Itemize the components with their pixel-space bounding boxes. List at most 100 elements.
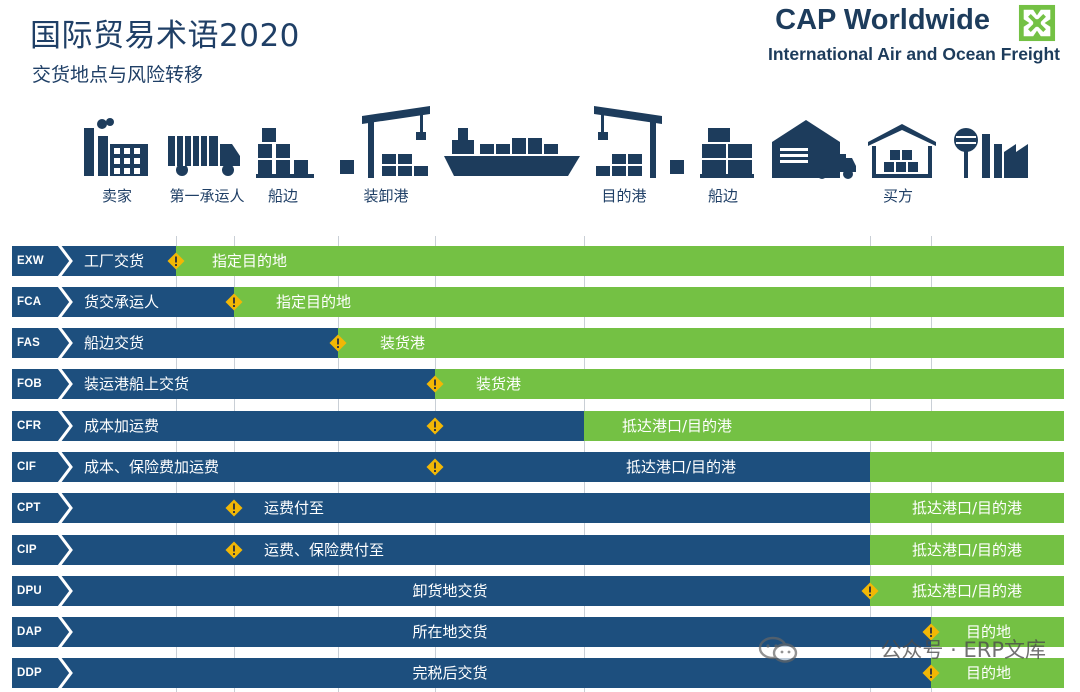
term-row-cpt: CPT 运费付至 抵达港口/目的港 — [12, 493, 1064, 523]
buyer-destination-text: 装货港 — [476, 375, 522, 393]
buyer-risk-bar — [435, 369, 1064, 399]
seller-delivery-text: 货交承运人 — [84, 293, 160, 311]
buyer-destination-text: 目的地 — [966, 623, 1012, 641]
term-code: FAS — [12, 328, 66, 358]
term-code: CFR — [12, 411, 66, 441]
chevron-right-icon — [57, 452, 73, 482]
buyer-warehouse-truck-icon — [772, 120, 856, 179]
buyer-destination-text: 目的地 — [966, 664, 1012, 682]
loading-port-crane-icon — [340, 106, 430, 178]
stage-label-buyer: 买方 — [882, 187, 914, 205]
brand-block: CAP Worldwide International Air and Ocea… — [680, 0, 1060, 80]
first-carrier-truck-icon — [168, 136, 240, 176]
watermark-text: 公众号 · ERP文库 — [880, 638, 1046, 662]
ship-side-boxes-icon — [256, 128, 314, 178]
destination-port-crane-icon — [594, 106, 684, 178]
buyer-risk-bar — [931, 617, 1064, 647]
seller-risk-bar — [52, 411, 584, 441]
seller-delivery-text: 装运港船上交货 — [84, 375, 190, 393]
term-code: DDP — [12, 658, 66, 688]
risk-transfer-warning-icon — [167, 252, 185, 270]
stage-label-destination-port: 目的港 — [601, 187, 647, 205]
chevron-right-icon — [57, 617, 73, 647]
term-code: DPU — [12, 576, 66, 606]
risk-transfer-warning-icon — [861, 582, 879, 600]
term-code: FOB — [12, 369, 66, 399]
risk-transfer-warning-icon — [426, 375, 444, 393]
risk-transfer-warning-icon — [426, 417, 444, 435]
risk-transfer-warning-icon — [225, 499, 243, 517]
seller-risk-bar — [52, 369, 435, 399]
chevron-right-icon — [57, 287, 73, 317]
term-row-ddp: DDP 完税后交货 目的地 — [12, 658, 1064, 688]
term-row-fca: FCA 货交承运人 指定目的地 — [12, 287, 1064, 317]
term-code: EXW — [12, 246, 66, 276]
seller-risk-bar — [52, 452, 870, 482]
wechat-icon — [758, 636, 798, 663]
destination-ship-side-boxes-icon — [700, 128, 754, 178]
buyer-destination-text: 抵达港口/目的港 — [912, 582, 1023, 600]
seller-risk-bar — [52, 328, 338, 358]
seller-delivery-text: 运费、保险费付至 — [264, 541, 385, 559]
stage-label-first-carrier: 第一承运人 — [169, 187, 245, 205]
buyer-destination-text: 抵达港口/目的港 — [912, 541, 1023, 559]
term-row-cif: CIF 成本、保险费加运费 抵达港口/目的港 — [12, 452, 1064, 482]
risk-transfer-warning-icon — [922, 623, 940, 641]
term-code: FCA — [12, 287, 66, 317]
page-title: 国际贸易术语2020 — [30, 18, 300, 54]
seller-factory-icon — [84, 118, 148, 176]
buyer-destination-text: 抵达港口/目的港 — [912, 499, 1023, 517]
term-code: CPT — [12, 493, 66, 523]
container-ship-icon — [444, 128, 580, 176]
buyer-destination-text: 指定目的地 — [212, 252, 288, 270]
buyer-destination-text: 指定目的地 — [276, 293, 352, 311]
term-row-dpu: DPU 卸货地交货 抵达港口/目的港 — [12, 576, 1064, 606]
term-row-cip: CIP 运费、保险费付至 抵达港口/目的港 — [12, 535, 1064, 565]
seller-delivery-text: 船边交货 — [84, 334, 145, 352]
buyer-destination-text: 装货港 — [380, 334, 426, 352]
term-row-fas: FAS 船边交货 装货港 — [12, 328, 1064, 358]
buyer-risk-bar — [870, 535, 1064, 565]
brand-name: CAP Worldwide — [775, 4, 990, 36]
seller-risk-bar — [52, 535, 870, 565]
term-row-fob: FOB 装运港船上交货 装货港 — [12, 369, 1064, 399]
seller-risk-bar — [52, 493, 870, 523]
buyer-risk-bar — [584, 411, 1064, 441]
warehouse-icon — [868, 124, 936, 178]
risk-transfer-warning-icon — [426, 458, 444, 476]
stage-label-destination-ship-side: 船边 — [707, 187, 739, 205]
chevron-right-icon — [57, 246, 73, 276]
seller-risk-bar — [52, 576, 870, 606]
buyer-destination-text: 抵达港口/目的港 — [622, 417, 733, 435]
buyer-destination-text: 抵达港口/目的港 — [626, 458, 737, 476]
chevron-right-icon — [57, 411, 73, 441]
buyer-risk-bar — [870, 452, 1064, 482]
term-code: CIF — [12, 452, 66, 482]
term-code: DAP — [12, 617, 66, 647]
chevron-right-icon — [57, 658, 73, 688]
risk-transfer-warning-icon — [225, 293, 243, 311]
buyer-factory-icon — [954, 128, 1028, 178]
brand-logo-icon — [1018, 4, 1056, 42]
chevron-right-icon — [57, 493, 73, 523]
seller-delivery-text: 卸货地交货 — [412, 582, 488, 600]
seller-delivery-text: 成本、保险费加运费 — [84, 458, 220, 476]
brand-tagline: International Air and Ocean Freight — [767, 44, 1060, 64]
seller-delivery-text: 工厂交货 — [84, 252, 145, 270]
seller-risk-bar — [52, 658, 931, 688]
term-row-cfr: CFR 成本加运费 抵达港口/目的港 — [12, 411, 1064, 441]
buyer-risk-bar — [234, 287, 1064, 317]
term-row-exw: EXW 工厂交货 指定目的地 — [12, 246, 1064, 276]
buyer-risk-bar — [870, 576, 1064, 606]
stage-label-seller: 卖家 — [101, 187, 133, 205]
seller-delivery-text: 运费付至 — [264, 499, 325, 517]
chevron-right-icon — [57, 535, 73, 565]
seller-delivery-text: 所在地交货 — [412, 623, 488, 641]
page-subtitle: 交货地点与风险转移 — [32, 64, 204, 86]
seller-risk-bar — [52, 287, 234, 317]
seller-risk-bar — [52, 617, 931, 647]
seller-delivery-text: 成本加运费 — [84, 417, 160, 435]
risk-transfer-warning-icon — [329, 334, 347, 352]
seller-delivery-text: 完税后交货 — [412, 664, 488, 682]
buyer-risk-bar — [338, 328, 1064, 358]
